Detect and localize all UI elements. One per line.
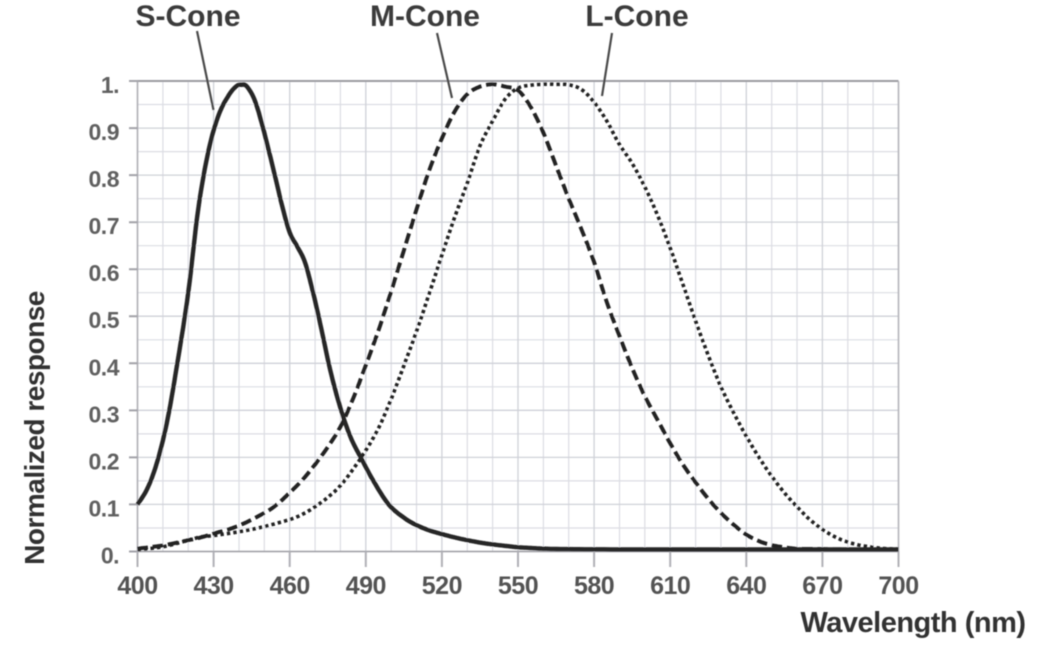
svg-text:0.9: 0.9: [89, 119, 119, 145]
svg-text:610: 610: [650, 572, 690, 600]
svg-text:0.3: 0.3: [89, 401, 119, 427]
svg-text:0.7: 0.7: [89, 213, 119, 239]
svg-text:0.8: 0.8: [89, 166, 120, 192]
svg-text:0.2: 0.2: [89, 448, 119, 474]
svg-text:1.: 1.: [101, 72, 119, 98]
svg-text:670: 670: [802, 572, 842, 600]
svg-text:0.1: 0.1: [89, 496, 120, 522]
svg-text:S-Cone: S-Cone: [136, 0, 241, 33]
svg-text:Wavelength (nm): Wavelength (nm): [800, 607, 1025, 639]
svg-text:460: 460: [270, 572, 310, 600]
svg-text:520: 520: [422, 572, 462, 600]
svg-text:L-Cone: L-Cone: [585, 0, 688, 33]
svg-text:400: 400: [117, 572, 157, 600]
svg-text:Normalized response: Normalized response: [19, 291, 50, 565]
svg-text:430: 430: [193, 572, 233, 600]
svg-text:580: 580: [574, 572, 614, 600]
svg-text:490: 490: [346, 572, 386, 600]
svg-text:0.4: 0.4: [89, 354, 120, 380]
svg-text:700: 700: [878, 572, 918, 600]
svg-text:0.5: 0.5: [89, 307, 120, 333]
svg-text:640: 640: [726, 572, 766, 600]
svg-text:0.: 0.: [101, 543, 119, 569]
svg-text:550: 550: [498, 572, 538, 600]
svg-text:M-Cone: M-Cone: [370, 0, 480, 33]
svg-text:0.6: 0.6: [89, 260, 119, 286]
